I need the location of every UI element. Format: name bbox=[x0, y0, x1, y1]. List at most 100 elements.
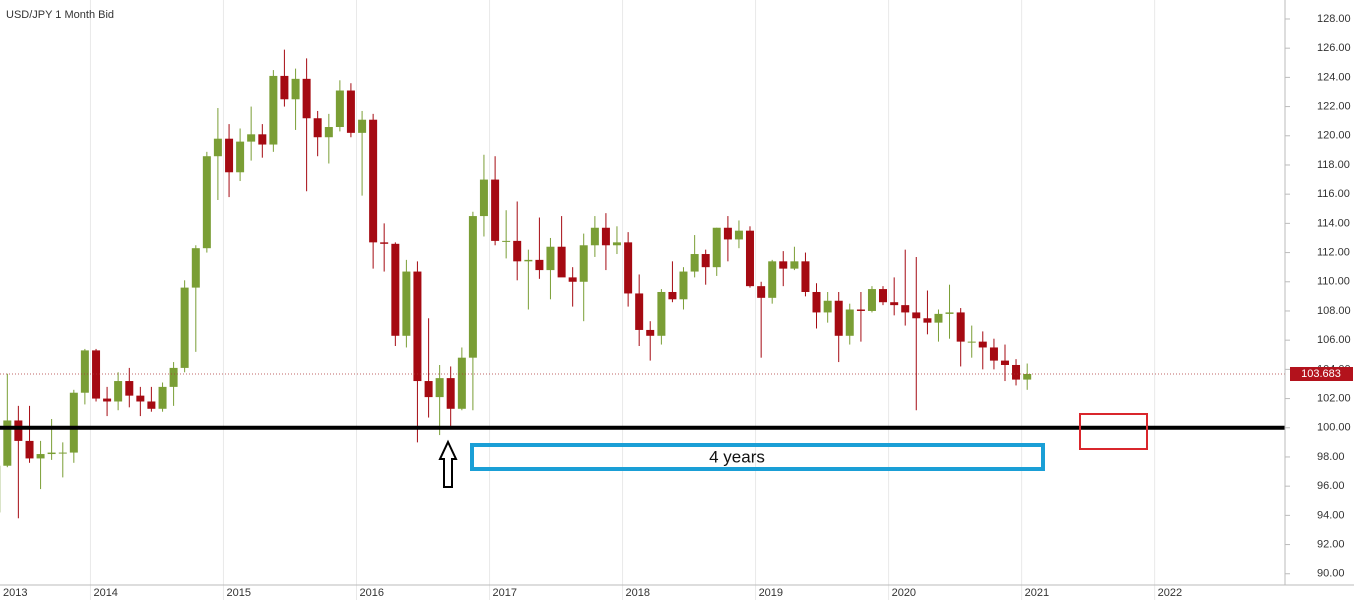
y-tick-label: 114.00 bbox=[1317, 217, 1350, 229]
y-tick-label: 106.00 bbox=[1317, 334, 1351, 346]
y-tick-label: 96.00 bbox=[1317, 480, 1345, 492]
candle-body bbox=[1012, 364, 1021, 380]
candle-body bbox=[635, 293, 644, 330]
candle-body bbox=[801, 261, 810, 292]
candle-body bbox=[923, 318, 932, 323]
target-box bbox=[1079, 413, 1148, 450]
candle-body bbox=[14, 420, 23, 441]
candle-body bbox=[612, 242, 621, 246]
y-tick-label: 98.00 bbox=[1317, 451, 1345, 463]
candle-body bbox=[856, 309, 865, 311]
y-tick-label: 102.00 bbox=[1317, 392, 1351, 404]
x-tick-label: 2021 bbox=[1025, 587, 1049, 599]
candle-body bbox=[845, 309, 854, 336]
candle-body bbox=[269, 75, 278, 145]
candle-body bbox=[712, 227, 721, 268]
candle-body bbox=[912, 312, 921, 319]
candle-body bbox=[491, 179, 500, 241]
candle-body bbox=[790, 261, 799, 269]
candle-body bbox=[424, 381, 433, 398]
last-price-label: 103.683 bbox=[1301, 368, 1341, 380]
x-tick-label: 2015 bbox=[226, 587, 250, 599]
candle-body bbox=[180, 287, 189, 368]
candle-body bbox=[147, 401, 156, 409]
candle-body bbox=[867, 289, 876, 311]
candle-body bbox=[58, 452, 67, 454]
candle-body bbox=[978, 341, 987, 348]
candle-body bbox=[945, 312, 954, 314]
x-tick-label: 2020 bbox=[892, 587, 916, 599]
candle-body bbox=[391, 243, 400, 336]
candle-body bbox=[956, 312, 965, 342]
candle-body bbox=[136, 395, 145, 402]
candle-body bbox=[380, 242, 389, 244]
candle-body bbox=[479, 179, 488, 217]
y-tick-label: 100.00 bbox=[1317, 422, 1351, 434]
y-tick-label: 108.00 bbox=[1317, 305, 1351, 317]
candle-body bbox=[169, 367, 178, 387]
y-tick-label: 116.00 bbox=[1317, 188, 1350, 200]
candle-body bbox=[36, 454, 45, 459]
candle-body bbox=[92, 350, 101, 399]
candle-body bbox=[191, 248, 200, 288]
x-tick-label: 2018 bbox=[626, 587, 650, 599]
candle-body bbox=[3, 420, 12, 466]
candle-body bbox=[823, 300, 832, 313]
candle-body bbox=[657, 291, 666, 336]
candle-body bbox=[535, 259, 544, 271]
candle-body bbox=[225, 138, 234, 173]
candle-body bbox=[114, 381, 123, 402]
candle-body bbox=[324, 127, 333, 138]
candle-body bbox=[834, 300, 843, 336]
y-tick-label: 124.00 bbox=[1317, 71, 1351, 83]
candle-body bbox=[723, 227, 732, 240]
candle-body bbox=[247, 134, 256, 142]
candle-body bbox=[579, 245, 588, 282]
candle-body bbox=[446, 378, 455, 409]
candle-body bbox=[934, 313, 943, 323]
candle-body bbox=[701, 254, 710, 268]
candle-body bbox=[546, 246, 555, 271]
candle-body bbox=[768, 261, 777, 298]
x-tick-label: 2019 bbox=[759, 587, 783, 599]
candle-body bbox=[668, 291, 677, 300]
candles bbox=[0, 49, 1032, 519]
x-tick-label: 2017 bbox=[493, 587, 517, 599]
candle-body bbox=[812, 291, 821, 313]
candle-body bbox=[757, 286, 766, 298]
chart-title: USD/JPY 1 Month Bid bbox=[6, 9, 114, 21]
candle-body bbox=[734, 230, 743, 240]
candle-body bbox=[967, 341, 976, 343]
y-tick-label: 90.00 bbox=[1317, 568, 1345, 580]
candle-body bbox=[358, 119, 367, 133]
candle-body bbox=[435, 378, 444, 398]
candle-body bbox=[402, 271, 411, 336]
candle-body bbox=[679, 271, 688, 300]
candle-body bbox=[47, 452, 56, 455]
candle-body bbox=[258, 134, 267, 145]
overlays: 103.683 bbox=[0, 366, 1353, 430]
y-tick-label: 120.00 bbox=[1317, 130, 1351, 142]
annotation-text: 4 years bbox=[709, 447, 765, 466]
candle-body bbox=[236, 141, 245, 173]
candle-body bbox=[125, 381, 134, 396]
candle-body bbox=[80, 350, 89, 393]
candle-body bbox=[890, 302, 899, 306]
candle-body bbox=[313, 118, 322, 138]
candle-body bbox=[779, 261, 788, 269]
candle-body bbox=[158, 386, 167, 409]
y-tick-label: 94.00 bbox=[1317, 509, 1345, 521]
x-tick-label: 2014 bbox=[93, 587, 117, 599]
candle-body bbox=[335, 90, 344, 128]
candle-body bbox=[346, 90, 355, 133]
candle-body bbox=[557, 246, 566, 278]
candle-body bbox=[901, 305, 910, 313]
candle-body bbox=[280, 75, 289, 100]
y-tick-label: 110.00 bbox=[1317, 276, 1350, 288]
candle-body bbox=[291, 78, 300, 100]
candle-body bbox=[103, 398, 112, 402]
candle-body bbox=[457, 357, 466, 409]
candle-body bbox=[601, 227, 610, 246]
